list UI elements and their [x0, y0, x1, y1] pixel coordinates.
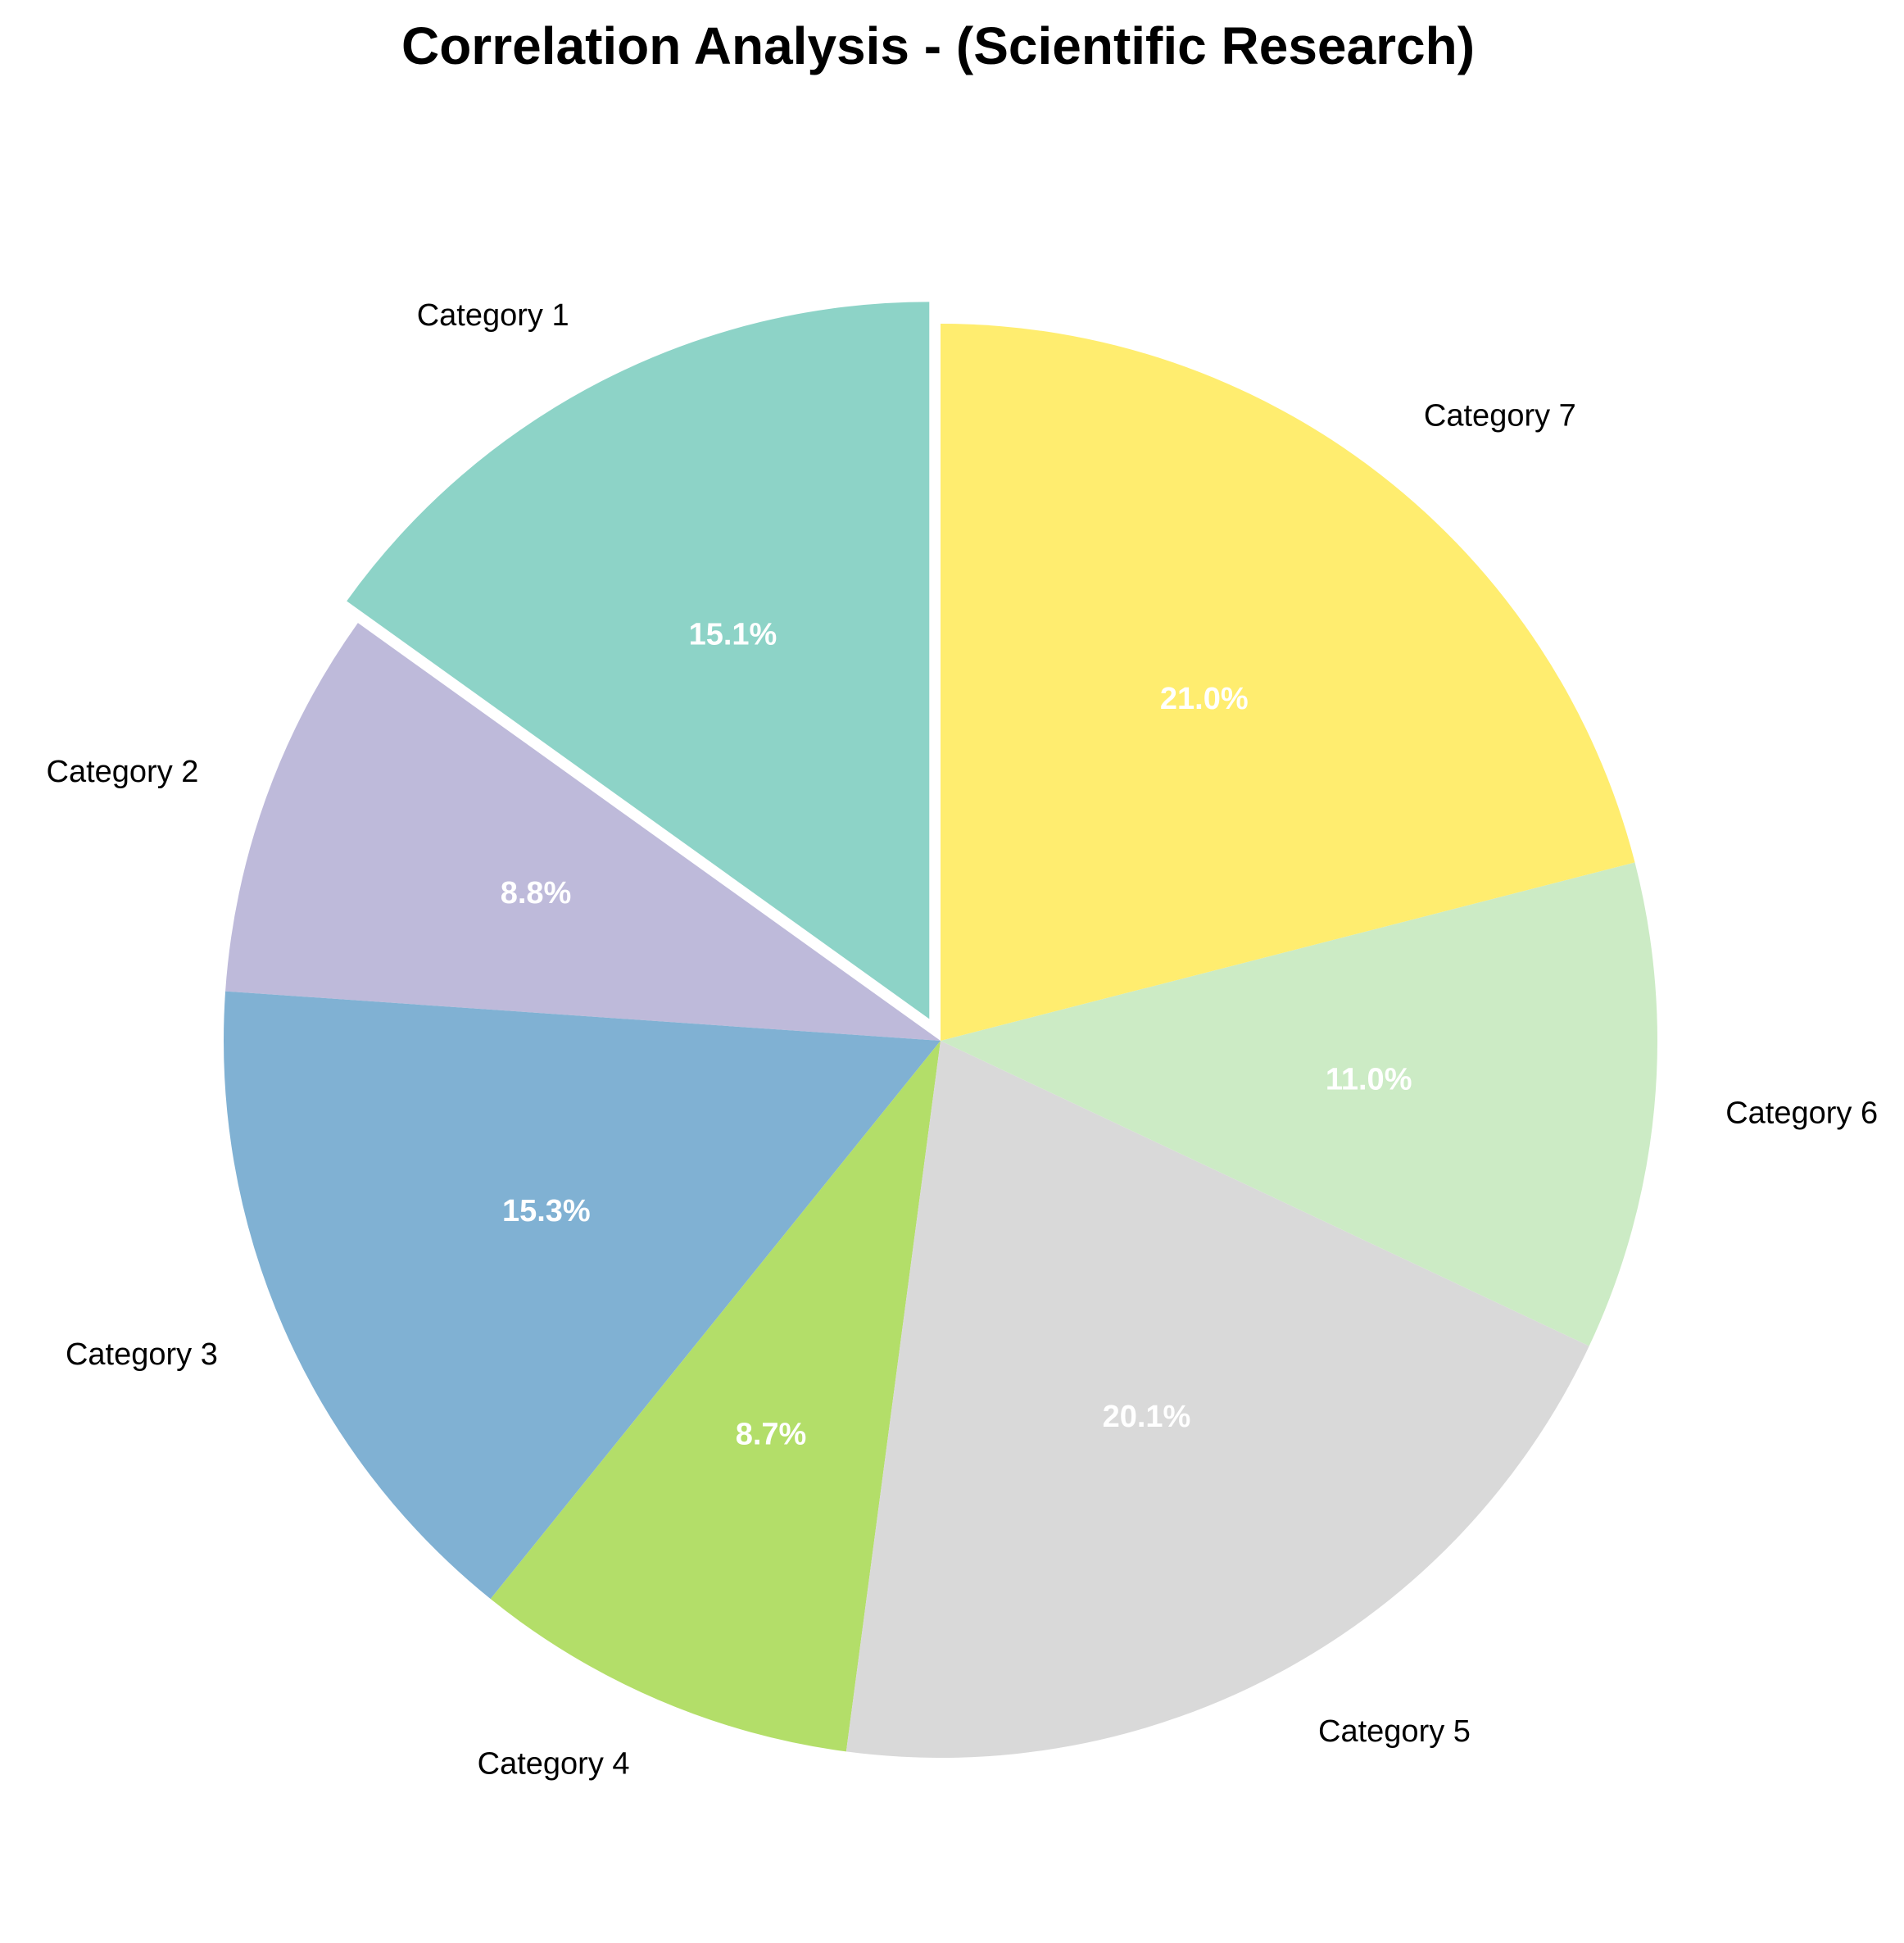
pie-category-label-5: Category 5 [1318, 1714, 1471, 1749]
pie-category-label-2: Category 2 [47, 755, 199, 789]
pie-category-label-6: Category 6 [1725, 1096, 1878, 1131]
pie-slice-4 [490, 1041, 941, 1752]
pie-category-label-1: Category 1 [417, 298, 569, 333]
pie-percent-label-7: 21.0% [1160, 682, 1249, 716]
pie-slice-1 [347, 302, 930, 1019]
pie-percent-label-3: 15.3% [502, 1194, 591, 1228]
pie-percent-label-6: 11.0% [1326, 1062, 1412, 1096]
pie-category-label-4: Category 4 [478, 1747, 630, 1782]
pie-category-label-3: Category 3 [66, 1337, 218, 1372]
pie-slices [223, 302, 1657, 1759]
pie-slice-7 [941, 324, 1635, 1041]
pie-percent-label-2: 8.8% [501, 876, 572, 910]
pie-percent-labels: 15.1% 8.8% 15.3% 8.7% 20.1% 11.0% 21.0% [501, 617, 1412, 1451]
pie-percent-label-4: 8.7% [736, 1418, 807, 1452]
pie-slice-3 [223, 991, 941, 1600]
pie-slice-6 [941, 862, 1657, 1346]
pie-percent-label-5: 20.1% [1103, 1400, 1191, 1434]
pie-category-labels: Category 1 Category 2 Category 3 Category 4… [47, 298, 1879, 1781]
pie-category-label-7: Category 7 [1424, 399, 1576, 434]
pie-percent-label-1: 15.1% [689, 617, 777, 651]
pie-slice-5 [845, 1041, 1589, 1759]
pie-slice-2 [225, 623, 941, 1041]
chart-title: Correlation Analysis - (Scientific Resea… [401, 16, 1475, 75]
